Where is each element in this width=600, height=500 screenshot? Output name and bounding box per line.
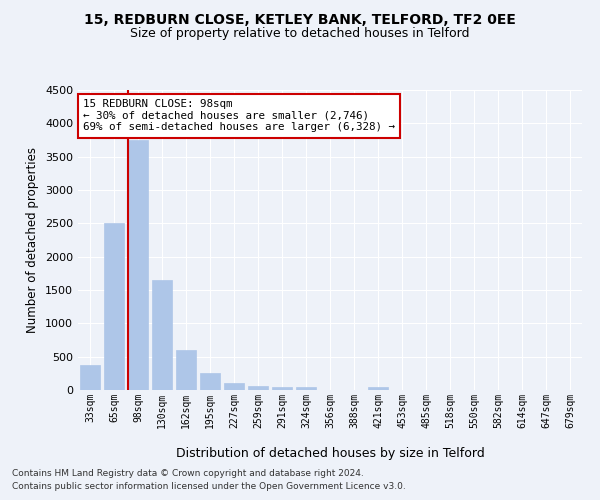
Bar [368,386,388,390]
Bar [296,386,316,390]
Text: Size of property relative to detached houses in Telford: Size of property relative to detached ho… [130,28,470,40]
Bar [272,386,292,390]
Text: Contains public sector information licensed under the Open Government Licence v3: Contains public sector information licen… [12,482,406,491]
Bar [152,280,172,390]
Text: 15 REDBURN CLOSE: 98sqm
← 30% of detached houses are smaller (2,746)
69% of semi: 15 REDBURN CLOSE: 98sqm ← 30% of detache… [83,99,395,132]
Bar [248,386,268,390]
Bar [176,350,196,390]
Text: Contains HM Land Registry data © Crown copyright and database right 2024.: Contains HM Land Registry data © Crown c… [12,468,364,477]
Text: Distribution of detached houses by size in Telford: Distribution of detached houses by size … [176,448,484,460]
Bar [224,384,244,390]
Y-axis label: Number of detached properties: Number of detached properties [26,147,40,333]
Text: 15, REDBURN CLOSE, KETLEY BANK, TELFORD, TF2 0EE: 15, REDBURN CLOSE, KETLEY BANK, TELFORD,… [84,12,516,26]
Bar [200,374,220,390]
Bar [128,140,148,390]
Bar [104,224,124,390]
Bar [80,365,100,390]
